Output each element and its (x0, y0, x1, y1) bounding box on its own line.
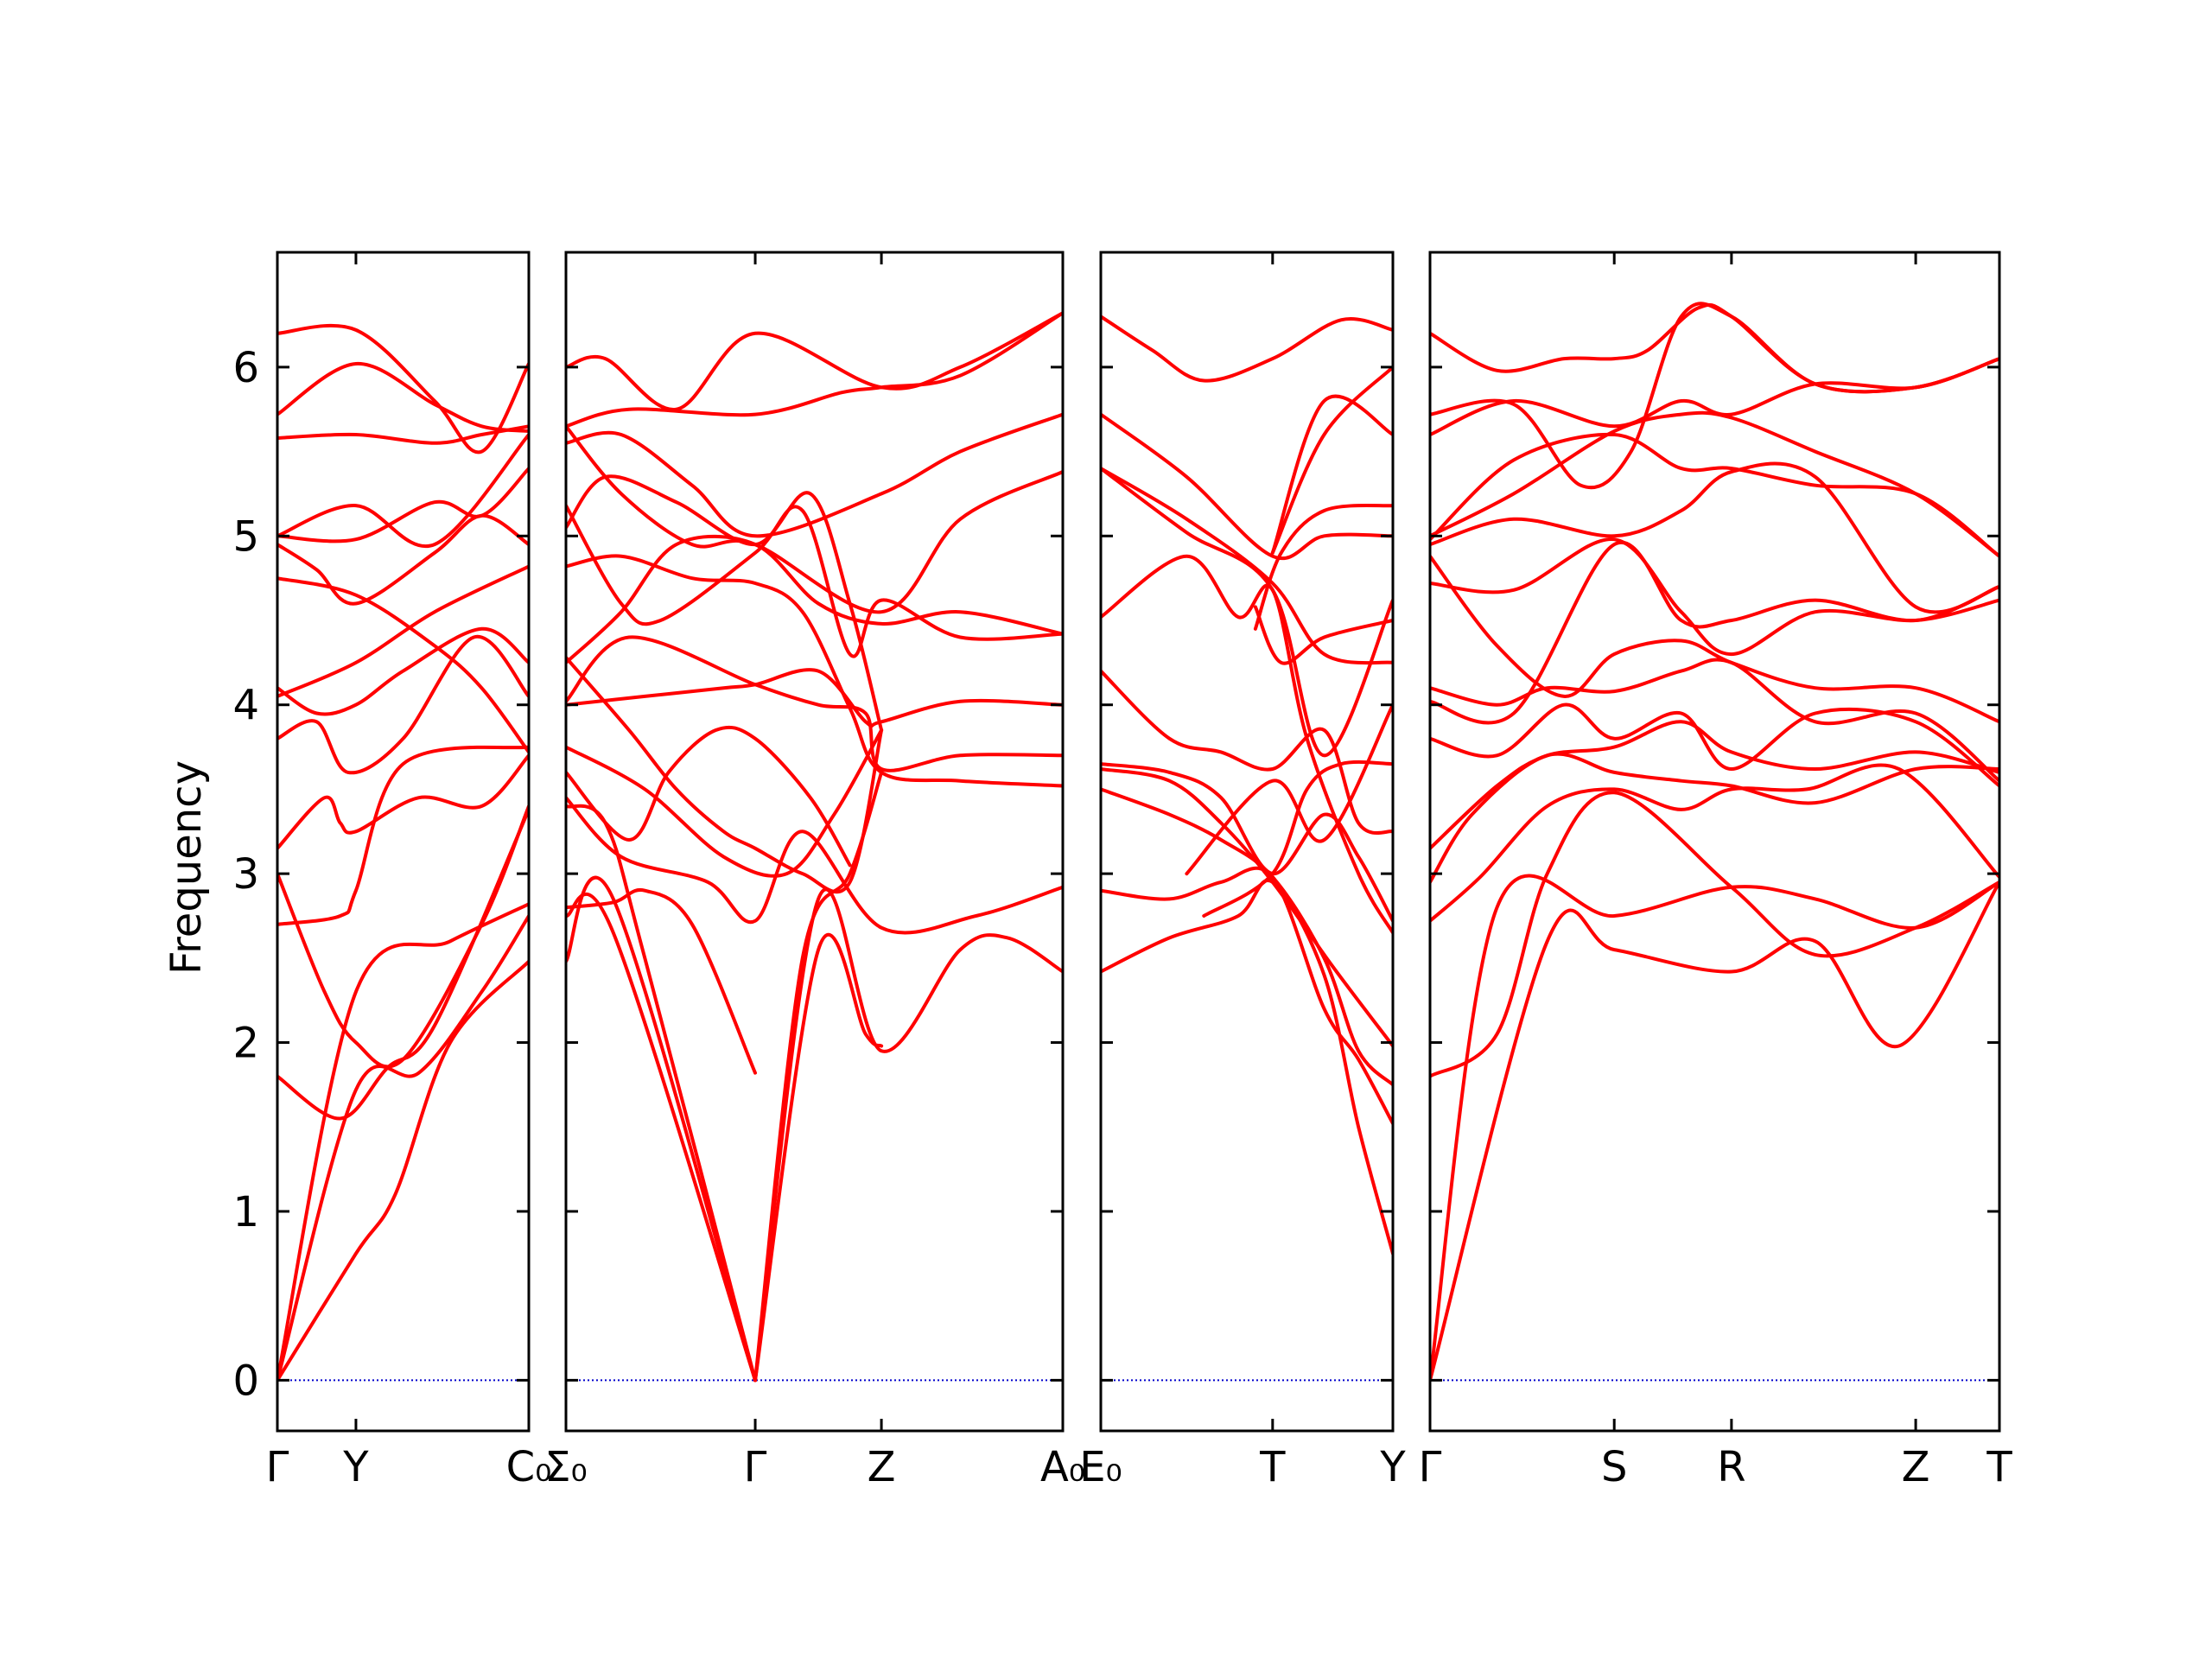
band-line-9 (277, 626, 529, 716)
band-line-16 (1270, 394, 1393, 555)
band-line-6 (753, 887, 1063, 1382)
band-line-17 (1430, 302, 1999, 394)
band-line-20 (566, 311, 1063, 429)
band-line-21 (566, 311, 1063, 411)
y-tick-label: 4 (232, 682, 259, 730)
y-axis-label: Frequency (162, 760, 211, 975)
panel-frame (1428, 251, 2001, 1433)
band-line-2 (277, 914, 529, 1382)
x-tick-label: T (1259, 1443, 1286, 1491)
y-tick-label: 5 (232, 512, 259, 561)
panel-3: E₀ T Y (1079, 251, 1406, 1491)
x-tick-label: E₀ (1079, 1443, 1122, 1491)
band-line-19 (566, 412, 1063, 538)
x-tick-label: Σ₀ (544, 1443, 588, 1491)
band-line-6 (1430, 720, 1999, 850)
band-line-1 (566, 875, 757, 1382)
band-line-12 (1101, 412, 1393, 561)
x-tick-label: S (1601, 1443, 1627, 1491)
band-line-7 (277, 753, 529, 850)
band-line-12 (566, 668, 1063, 728)
panel-1: Γ Y C₀ (266, 251, 552, 1491)
x-tick-label: Y (342, 1443, 369, 1491)
panel-frame (276, 251, 531, 1433)
band-line-15 (566, 554, 1063, 788)
x-tick-label: Y (1379, 1443, 1406, 1491)
band-line-6 (277, 804, 529, 1069)
bands-group (1101, 315, 1393, 1255)
panel-2: Σ₀ Γ Z A₀ (544, 251, 1085, 1491)
x-tick-label: Γ (1419, 1443, 1442, 1491)
band-line-4 (566, 887, 757, 1075)
band-line-6 (1101, 669, 1393, 836)
band-line-10 (1430, 537, 1999, 657)
band-line-14 (566, 534, 1063, 664)
band-line-11 (1430, 554, 1999, 724)
y-tick-label: 0 (232, 1357, 259, 1405)
band-line-12 (1430, 461, 1999, 614)
y-tick-label: 3 (232, 850, 259, 899)
band-line-13 (1253, 503, 1393, 631)
bands-group (566, 311, 1063, 1382)
bands-group (1430, 302, 1999, 1382)
band-line-3 (277, 902, 529, 1382)
band-line-1 (1430, 880, 1999, 1382)
band-line-16 (566, 504, 1063, 658)
x-tick-label: T (1986, 1443, 2012, 1491)
band-line-7 (1430, 702, 1999, 788)
band-line-1 (277, 959, 529, 1382)
band-line-10 (566, 725, 852, 868)
band-line-15 (277, 424, 529, 445)
x-tick-label: A₀ (1040, 1443, 1085, 1491)
x-tick-label: R (1717, 1443, 1745, 1491)
band-line-15 (1270, 365, 1393, 555)
band-line-5 (566, 796, 1063, 935)
band-line-8 (1185, 702, 1393, 876)
band-line-4 (1430, 763, 1999, 923)
band-line-14 (1430, 432, 1999, 558)
band-line-10 (277, 564, 529, 698)
x-tick-label: Γ (266, 1443, 289, 1491)
y-tick-labels: 0 1 2 3 4 5 6 (232, 344, 259, 1405)
bands-group (277, 323, 529, 1382)
band-line-13 (566, 635, 1063, 772)
band-line-4 (1101, 767, 1393, 1048)
band-line-5 (1430, 752, 1999, 884)
band-line-8 (1430, 658, 1999, 783)
band-line-17 (277, 323, 529, 454)
band-line-5 (277, 745, 529, 926)
band-line-13 (277, 467, 529, 543)
band-line-9 (566, 728, 884, 878)
band-line-14 (277, 433, 529, 549)
panel-frame (1099, 251, 1395, 1433)
band-line-10 (1101, 467, 1393, 665)
band-line-16 (277, 361, 529, 434)
x-tick-label: Z (1902, 1443, 1930, 1491)
band-line-12 (277, 513, 529, 606)
y-tick-label: 2 (232, 1020, 259, 1068)
band-line-2 (566, 892, 757, 1382)
band-line-18 (566, 424, 1063, 614)
band-line-14 (1253, 605, 1393, 665)
band-line-3 (1430, 791, 1999, 1078)
band-line-11 (566, 656, 884, 894)
band-line-3 (1101, 787, 1393, 1087)
band-line-8 (277, 635, 529, 775)
y-tick-label: 6 (232, 344, 259, 392)
band-line-8 (753, 932, 884, 1382)
x-tick-label: C₀ (506, 1443, 552, 1491)
x-tick-label: Γ (744, 1443, 767, 1491)
band-line-7 (1202, 760, 1393, 918)
x-tick-label: Z (868, 1443, 896, 1491)
band-line-17 (1101, 315, 1393, 383)
y-tick-label: 1 (232, 1188, 259, 1236)
band-line-11 (1101, 467, 1393, 758)
panel-frame (564, 251, 1065, 1433)
